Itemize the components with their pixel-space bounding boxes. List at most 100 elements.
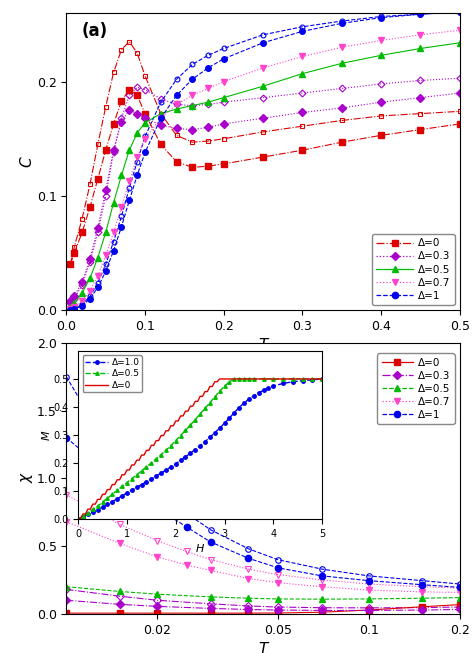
Δ=0.7 xyxy=(184,561,190,569)
Δ=0.7 xyxy=(221,78,227,86)
Δ=0.5 xyxy=(118,171,124,179)
Δ=0.7 xyxy=(418,31,423,39)
Δ=1 xyxy=(155,504,160,512)
Δ=0.7 xyxy=(127,177,132,185)
Δ=0.7 xyxy=(173,101,179,108)
Δ=1 xyxy=(366,577,372,584)
Δ=0 xyxy=(457,120,463,128)
Δ=0.5 xyxy=(205,99,211,106)
Line: Δ=1: Δ=1 xyxy=(67,9,463,313)
Δ=0.3 xyxy=(319,607,325,614)
Δ=0.5 xyxy=(190,102,195,110)
Δ=0.7 xyxy=(260,64,266,72)
Δ=0 xyxy=(457,601,463,609)
Line: Δ=0.3: Δ=0.3 xyxy=(67,90,463,304)
Δ=1 xyxy=(142,149,148,157)
Δ=0 xyxy=(64,609,69,617)
Δ=0.5 xyxy=(300,70,305,78)
Δ=0.3 xyxy=(300,108,305,116)
Δ=1 xyxy=(88,454,93,462)
Δ=0.7 xyxy=(457,588,463,596)
Δ=1 xyxy=(419,581,425,588)
Δ=0.3 xyxy=(378,99,384,106)
Δ=1 xyxy=(118,223,124,231)
Δ=1 xyxy=(184,523,190,531)
Δ=1 xyxy=(117,474,122,482)
Δ=0 xyxy=(117,609,122,617)
Δ=0.5 xyxy=(319,596,325,603)
Δ=0.5 xyxy=(155,590,160,598)
Δ=0.5 xyxy=(134,129,140,137)
Δ=1 xyxy=(208,538,213,546)
Δ=0.3 xyxy=(111,146,117,154)
Δ=0.3 xyxy=(339,104,345,112)
X-axis label: T: T xyxy=(258,642,268,653)
Δ=1 xyxy=(457,8,463,16)
Δ=0.3 xyxy=(275,606,281,614)
Δ=0.7 xyxy=(95,272,100,279)
Δ=1 xyxy=(260,39,266,47)
Δ=0.3 xyxy=(173,125,179,133)
Δ=1 xyxy=(64,434,69,441)
Δ=1 xyxy=(190,76,195,84)
Δ=0.5 xyxy=(111,199,117,206)
Δ=0.7 xyxy=(208,567,213,575)
Δ=1 xyxy=(275,564,281,571)
Δ=0.7 xyxy=(117,539,122,547)
Δ=0 xyxy=(142,110,148,118)
Δ=0.5 xyxy=(221,93,227,101)
Δ=0.5 xyxy=(378,52,384,59)
Δ=0.3 xyxy=(72,293,77,300)
Δ=0.5 xyxy=(246,594,251,602)
Δ=1 xyxy=(319,572,325,580)
Δ=0.3 xyxy=(418,93,423,101)
Δ=0.5 xyxy=(127,146,132,154)
Δ=0.7 xyxy=(275,579,281,586)
Δ=0.7 xyxy=(457,26,463,34)
Δ=0 xyxy=(205,163,211,170)
Line: Δ=1: Δ=1 xyxy=(63,434,463,590)
Δ=0 xyxy=(72,249,77,257)
Δ=0.5 xyxy=(67,303,73,311)
Δ=1 xyxy=(158,114,164,122)
Δ=0.3 xyxy=(64,596,69,604)
Δ=0.7 xyxy=(246,575,251,582)
Δ=0.5 xyxy=(103,229,109,236)
Δ=0 xyxy=(118,97,124,105)
Δ=1 xyxy=(103,268,109,276)
Δ=0.3 xyxy=(205,123,211,131)
Δ=0.5 xyxy=(339,59,345,67)
Δ=0.5 xyxy=(457,39,463,47)
Δ=0 xyxy=(208,609,213,617)
Δ=0.3 xyxy=(79,278,85,285)
Δ=1 xyxy=(300,27,305,35)
Δ=0.7 xyxy=(87,287,93,295)
Δ=0.7 xyxy=(205,85,211,93)
Δ=0.3 xyxy=(260,114,266,122)
Δ=0.3 xyxy=(127,106,132,114)
Line: Δ=0.3: Δ=0.3 xyxy=(63,597,463,614)
Δ=0.3 xyxy=(190,125,195,134)
Δ=0.7 xyxy=(155,553,160,561)
Δ=0.3 xyxy=(158,121,164,129)
Legend: Δ=0, Δ=0.3, Δ=0.5, Δ=0.7, Δ=1: Δ=0, Δ=0.3, Δ=0.5, Δ=0.7, Δ=1 xyxy=(372,234,455,305)
Δ=0.7 xyxy=(79,297,85,305)
Line: Δ=0: Δ=0 xyxy=(67,87,463,267)
Δ=0.7 xyxy=(103,251,109,259)
Δ=0.5 xyxy=(173,105,179,113)
Δ=0.3 xyxy=(419,606,425,614)
Δ=0 xyxy=(418,125,423,134)
Line: Δ=0: Δ=0 xyxy=(63,601,463,616)
Δ=1 xyxy=(418,10,423,18)
Δ=0 xyxy=(79,229,85,236)
Δ=0.3 xyxy=(457,89,463,97)
Δ=1 xyxy=(221,55,227,63)
Δ=0.7 xyxy=(64,518,69,526)
Δ=0.5 xyxy=(158,110,164,118)
Δ=0.3 xyxy=(103,186,109,194)
Δ=0 xyxy=(87,204,93,212)
Δ=0.3 xyxy=(457,605,463,613)
Δ=1 xyxy=(246,554,251,562)
Δ=0.5 xyxy=(95,254,100,262)
Δ=0.7 xyxy=(190,91,195,99)
